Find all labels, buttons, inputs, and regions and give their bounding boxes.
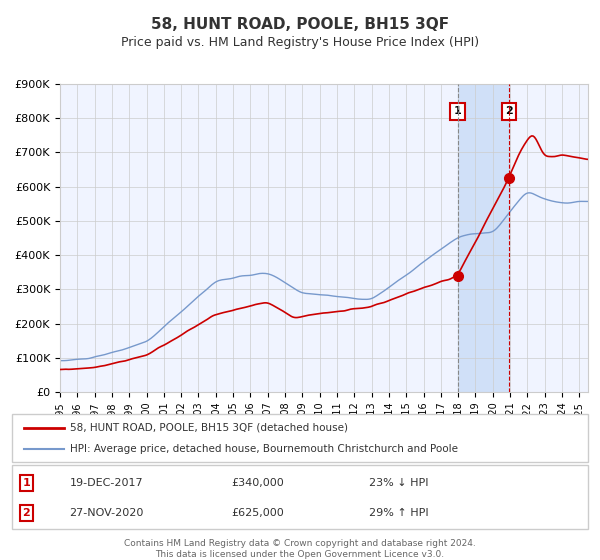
Text: 2: 2 xyxy=(23,508,30,518)
Bar xyxy=(458,84,509,392)
FancyBboxPatch shape xyxy=(12,414,588,462)
Text: 2: 2 xyxy=(505,106,512,116)
Text: This data is licensed under the Open Government Licence v3.0.: This data is licensed under the Open Gov… xyxy=(155,550,445,559)
Text: 29% ↑ HPI: 29% ↑ HPI xyxy=(369,508,429,518)
Text: Price paid vs. HM Land Registry's House Price Index (HPI): Price paid vs. HM Land Registry's House … xyxy=(121,36,479,49)
Text: £625,000: £625,000 xyxy=(231,508,284,518)
FancyBboxPatch shape xyxy=(12,465,588,529)
Text: 1: 1 xyxy=(23,478,30,488)
Text: Contains HM Land Registry data © Crown copyright and database right 2024.: Contains HM Land Registry data © Crown c… xyxy=(124,539,476,548)
Text: 58, HUNT ROAD, POOLE, BH15 3QF: 58, HUNT ROAD, POOLE, BH15 3QF xyxy=(151,17,449,32)
Text: £340,000: £340,000 xyxy=(231,478,284,488)
Text: 1: 1 xyxy=(454,106,461,116)
Text: 27-NOV-2020: 27-NOV-2020 xyxy=(70,508,144,518)
Text: 58, HUNT ROAD, POOLE, BH15 3QF (detached house): 58, HUNT ROAD, POOLE, BH15 3QF (detached… xyxy=(70,423,347,433)
Text: HPI: Average price, detached house, Bournemouth Christchurch and Poole: HPI: Average price, detached house, Bour… xyxy=(70,444,458,454)
Text: 23% ↓ HPI: 23% ↓ HPI xyxy=(369,478,428,488)
Text: 19-DEC-2017: 19-DEC-2017 xyxy=(70,478,143,488)
